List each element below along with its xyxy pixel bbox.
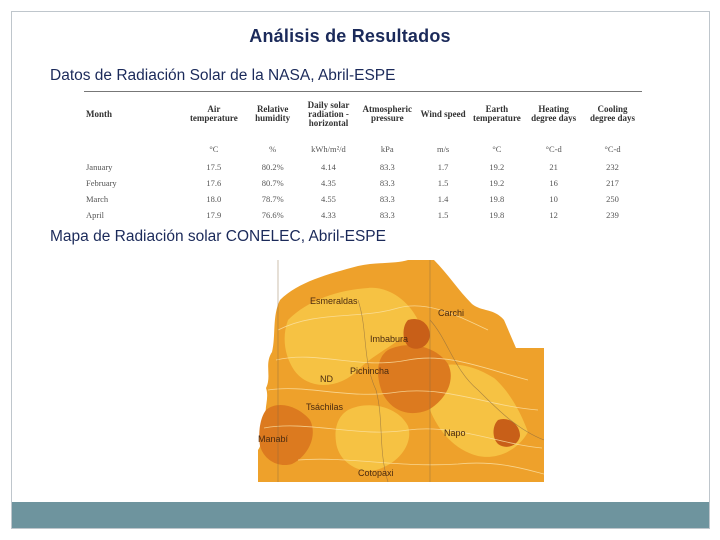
slide-title: Análisis de Resultados [249,26,451,46]
col-header-month: Month [86,108,113,119]
table-cell: 10 [549,194,558,204]
unit-cell: °C-d [545,144,562,154]
map-label-nd: ND [320,374,333,384]
table-cell: 17.6 [206,178,222,188]
table-row: February 17.6 80.7% 4.35 83.3 1.5 19.2 1… [84,175,642,191]
table-cell: 16 [549,178,558,188]
map-grid-lines [277,260,544,482]
unit-cell: m/s [436,144,450,154]
table-row: March 18.0 78.7% 4.55 83.3 1.4 19.8 10 2… [84,191,642,207]
unit-cell: °C-d [604,144,621,154]
table-cell: 83.3 [379,162,395,172]
map-label-cotopaxi: Cotopaxi [358,468,394,478]
unit-cell: kPa [380,144,394,154]
nasa-data-table: Month Air temperature Relative humidity … [84,91,642,221]
table-header-row: Month Air temperature Relative humidity … [84,97,642,131]
table-cell: 19.2 [489,162,505,172]
table-row: April 17.9 76.6% 4.33 83.3 1.5 19.8 12 2… [84,207,642,223]
unit-cell [84,131,181,159]
col-header-heating-degree-days: Heating degree days [531,104,577,123]
map-label-napo: Napo [444,428,466,438]
map-zone-light [284,287,418,385]
table-cell: 19.2 [489,178,505,188]
unit-cell: °C [209,144,219,154]
table-cell: 83.3 [379,210,395,220]
table-cell: 250 [606,194,619,204]
map-label-tsachilas: Tsáchilas [306,402,344,412]
table-cell: 1.7 [437,162,449,172]
table-cell: 17.5 [206,162,222,172]
nasa-section-heading: Datos de Radiación Solar de la NASA, Abr… [50,67,396,84]
unit-cell: °C [492,144,502,154]
table-top-rule [84,91,642,92]
map-contours [263,305,544,475]
map-label-carchi: Carchi [438,308,464,318]
table-cell: 4.14 [321,162,336,172]
solar-radiation-map: Esmeraldas Imbabura Carchi Pichincha ND … [258,260,544,482]
table-cell: 19.8 [489,210,505,220]
table-cell: 1.5 [437,210,449,220]
table-cell: 1.5 [437,178,449,188]
col-header-wind-speed: Wind speed [420,108,466,119]
map-label-esmeraldas: Esmeraldas [310,296,358,306]
table-cell: 21 [549,162,558,172]
unit-cell: kWh/m²/d [311,144,346,154]
col-header-solar-radiation: Daily solar radiation - horizontal [307,99,350,128]
footer-bar [12,502,709,528]
table-cell: 12 [549,210,558,220]
slide-frame [11,11,710,529]
table-cell: 83.3 [379,194,395,204]
col-header-earth-temperature: Earth temperature [472,104,521,123]
table-cell: March [86,194,109,204]
table-cell: 76.6% [261,210,284,220]
map-label-manabi: Manabí [258,434,289,444]
table-cell: 4.35 [321,178,336,188]
table-cell: 217 [606,178,619,188]
map-zone-dark [259,405,313,466]
table-cell: January [86,162,113,172]
table-cell: 4.33 [321,210,336,220]
table-cell: April [86,210,104,220]
table-cell: 1.4 [437,194,449,204]
col-header-relative-humidity: Relative humidity [255,104,291,123]
table-cell: 19.8 [489,194,505,204]
map-zone-deep [403,318,430,349]
map-label-pichincha: Pichincha [350,366,389,376]
table-cell: 83.3 [379,178,395,188]
table-cell: 78.7% [261,194,284,204]
col-header-air-temperature: Air temperature [189,104,238,123]
col-header-atmospheric-pressure: Atmospheric pressure [362,104,413,123]
map-svg: Esmeraldas Imbabura Carchi Pichincha ND … [258,260,544,482]
col-header-cooling-degree-days: Cooling degree days [589,104,636,123]
table-cell: 239 [606,210,619,220]
table-units-row: °C % kWh/m²/d kPa m/s °C °C-d °C-d [84,131,642,159]
table-cell: 4.55 [321,194,336,204]
unit-cell: % [269,144,277,154]
map-zone-deep [493,418,520,447]
table-cell: 17.9 [206,210,222,220]
table-cell: 232 [606,162,619,172]
table-cell: 80.2% [261,162,284,172]
map-zone-light [335,405,410,471]
table-cell: February [86,178,117,188]
table-row: January 17.5 80.2% 4.14 83.3 1.7 19.2 21… [84,159,642,175]
map-label-imbabura: Imbabura [370,334,408,344]
map-section-heading: Mapa de Radiación solar CONELEC, Abril-E… [50,228,386,245]
nasa-table: Month Air temperature Relative humidity … [84,97,642,223]
table-cell: 80.7% [261,178,284,188]
table-cell: 18.0 [206,194,222,204]
